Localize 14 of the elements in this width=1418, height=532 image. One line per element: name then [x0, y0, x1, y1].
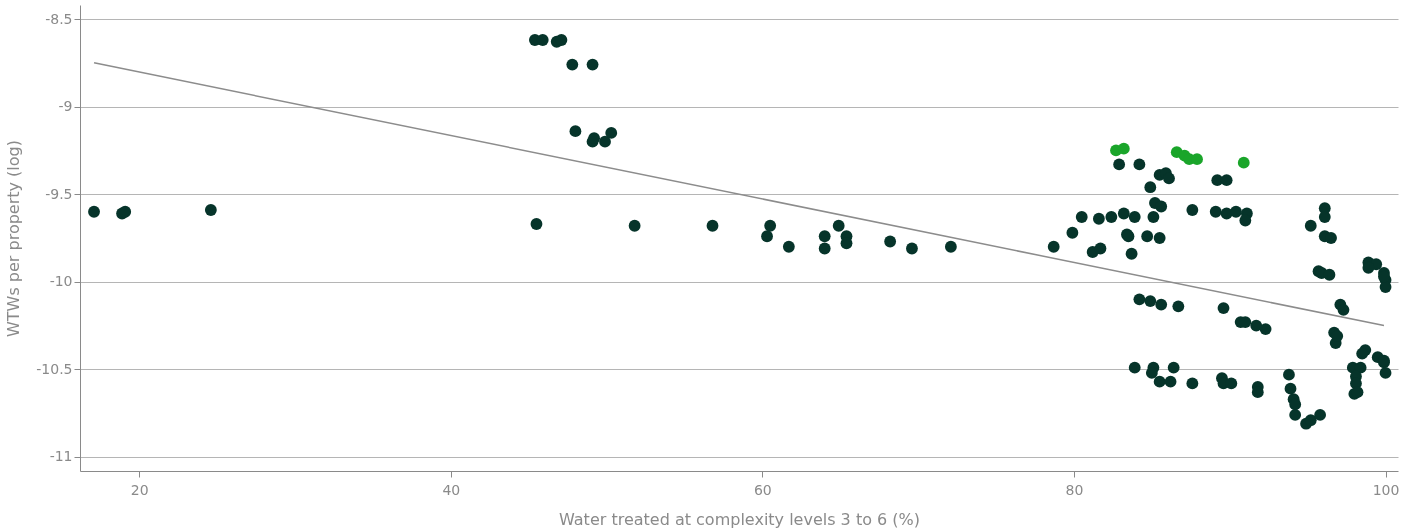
x-tick-label: 60 — [753, 481, 772, 498]
x-tick-label: 40 — [442, 481, 461, 498]
x-axis-title: Water treated at complexity levels 3 to 6 (%) — [559, 509, 920, 529]
x-tick-label: 80 — [1065, 481, 1084, 498]
y-tick-label: -10 — [49, 273, 73, 290]
y-tick-label: -9.5 — [45, 185, 73, 202]
x-tick-label: 100 — [1372, 481, 1400, 498]
y-tick-label: -11 — [49, 448, 73, 465]
y-axis-title: WTWs per property (log) — [4, 140, 24, 337]
x-tick-label: 20 — [130, 481, 149, 498]
point — [1237, 156, 1250, 169]
y-tick-label: -8.5 — [45, 10, 73, 27]
y-tick-label: -10.5 — [36, 360, 73, 377]
y-tick-label: -9 — [58, 98, 73, 115]
